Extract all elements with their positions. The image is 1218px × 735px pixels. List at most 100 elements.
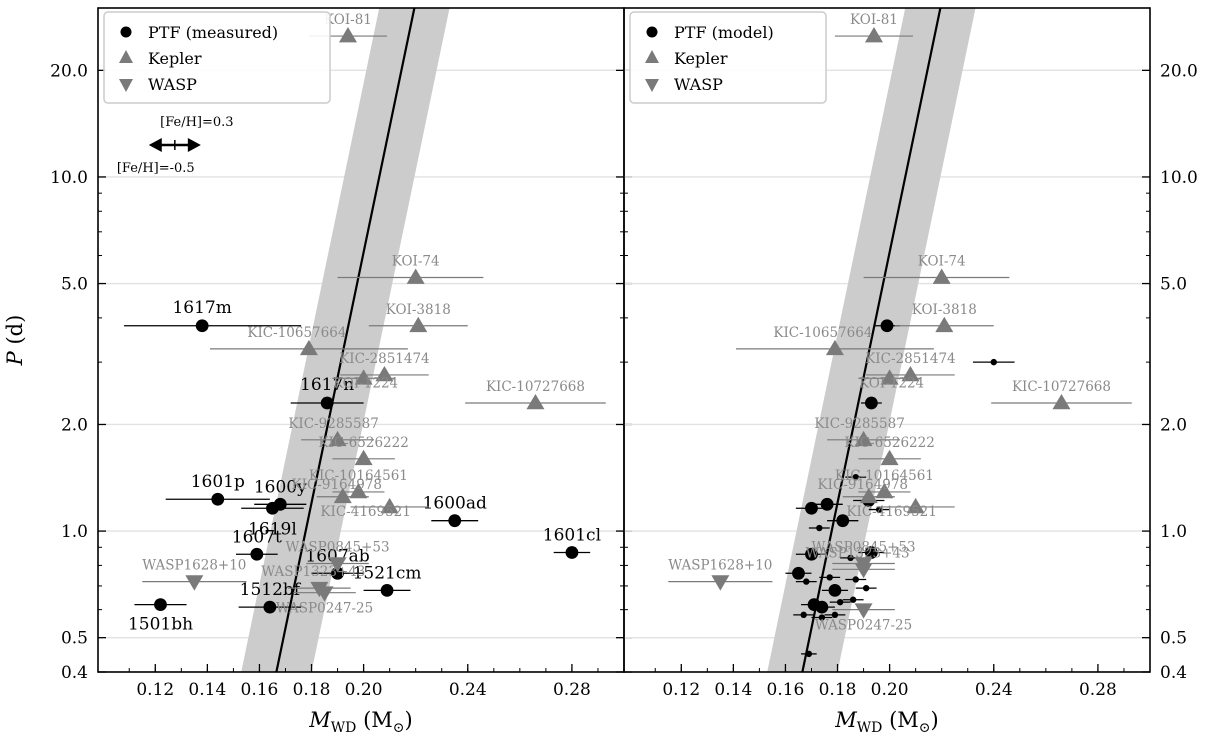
point-label: 1617n bbox=[300, 375, 354, 395]
legend-item: PTF (measured) bbox=[120, 23, 278, 42]
metallicity-arrow: [Fe/H]=0.3 [Fe/H]=-0.5 bbox=[117, 115, 234, 176]
triangle-up-marker bbox=[338, 27, 357, 43]
x-tick-label: 0.24 bbox=[449, 680, 487, 700]
data-point: KIC-10727668 bbox=[465, 379, 606, 410]
data-point: 1600ad bbox=[423, 494, 487, 528]
circle-marker bbox=[849, 596, 857, 603]
x-axis: 0.12 0.14 0.16 0.18 0.20 0.24 0.28 bbox=[654, 664, 1125, 700]
circle-marker bbox=[826, 574, 833, 581]
data-point bbox=[824, 611, 846, 619]
data-point: 1501bh bbox=[128, 598, 193, 635]
point-label: 1607t bbox=[232, 527, 282, 547]
legend-item: Kepler bbox=[645, 49, 728, 68]
circle-marker bbox=[565, 546, 579, 559]
y-axis: 0.4 0.5 1.0 2.0 5.0 10.0 20.0 bbox=[616, 61, 1198, 683]
arrow-label-bottom: [Fe/H]=-0.5 bbox=[117, 161, 195, 176]
triangle-up-marker bbox=[906, 497, 925, 514]
data-point: KIC-9164978 bbox=[818, 477, 908, 504]
circle-marker bbox=[990, 358, 997, 366]
data-point: KIC-10657664 bbox=[735, 325, 934, 356]
point-label: 1600ad bbox=[423, 494, 487, 514]
data-point: KIC-2851474 bbox=[339, 351, 430, 382]
legend: PTF (measured) Kepler WASP bbox=[103, 11, 331, 104]
circle-marker bbox=[195, 319, 209, 333]
data-point: KIC-9285587 bbox=[814, 416, 905, 447]
legend-box bbox=[629, 11, 827, 104]
data-point bbox=[858, 546, 885, 559]
y-axis-label: P (d) bbox=[3, 315, 27, 367]
legend-item: WASP bbox=[119, 75, 197, 94]
svg-text:MWD (M⊙): MWD (M⊙) bbox=[834, 708, 938, 735]
y-tick-label: 0.5 bbox=[1160, 629, 1187, 649]
triangle-up-marker bbox=[859, 487, 878, 504]
series-triangle-up: KOI-81 KOI-74 KOI-3818 KIC-10657664 KIC-2851… bbox=[209, 12, 606, 520]
triangle-up-marker bbox=[935, 316, 954, 333]
data-point: KIC-10657664 bbox=[209, 325, 408, 356]
data-point: WASP0247-25 bbox=[815, 603, 912, 634]
data-point bbox=[785, 566, 812, 580]
data-point bbox=[821, 583, 848, 597]
point-label: WASP0845+53 bbox=[285, 539, 389, 555]
circle-marker bbox=[818, 614, 826, 621]
plot-area: 1617m 1617n 1601p 1600y 1619l 1600ad 1601cl 160… bbox=[98, 8, 624, 672]
data-point: KIC-10164561 bbox=[309, 468, 408, 499]
point-label: KIC-10727668 bbox=[486, 379, 585, 395]
point-label: KIC-6526222 bbox=[844, 435, 934, 451]
left-panel: 1617m 1617n 1601p 1600y 1619l 1600ad 1601cl 160… bbox=[3, 7, 632, 735]
data-point: KOI-74 bbox=[337, 254, 484, 284]
point-label: 1512bf bbox=[240, 580, 302, 600]
point-label: KOI-81 bbox=[850, 12, 898, 28]
plot-frame bbox=[623, 7, 1151, 673]
point-label: WASP0247-25 bbox=[276, 601, 373, 617]
circle-marker bbox=[816, 524, 823, 532]
triangle-down-marker bbox=[185, 575, 204, 591]
x-tick-label: 0.24 bbox=[975, 680, 1013, 700]
x-tick-label: 0.14 bbox=[188, 680, 226, 700]
y-tick-label: 0.4 bbox=[61, 663, 88, 683]
data-point: WASP1628+10 bbox=[142, 558, 247, 591]
circle-marker bbox=[864, 396, 878, 410]
y-tick-label: 20.0 bbox=[1160, 61, 1198, 81]
point-label: WASP1628+10 bbox=[668, 558, 772, 574]
y-tick-label: 10.0 bbox=[1160, 168, 1198, 188]
data-point bbox=[795, 578, 817, 585]
circle-marker bbox=[154, 598, 167, 611]
point-label: KOI-74 bbox=[392, 254, 440, 270]
svg-text:MWD (M⊙): MWD (M⊙) bbox=[308, 708, 412, 735]
x-tick-label: 0.12 bbox=[662, 680, 700, 700]
point-label: WASP0247-25 bbox=[815, 618, 912, 634]
circle-marker bbox=[803, 578, 810, 585]
triangle-up-marker bbox=[333, 487, 352, 504]
point-label: KIC-2851474 bbox=[865, 351, 955, 367]
legend-triangle-down-marker bbox=[645, 79, 659, 92]
circle-marker bbox=[266, 501, 279, 515]
series-circle bbox=[785, 319, 1015, 658]
triangle-up-marker bbox=[854, 430, 873, 447]
circle-marker bbox=[862, 584, 870, 592]
legend-triangle-up-marker bbox=[645, 50, 659, 63]
circle-marker bbox=[250, 547, 264, 561]
series-circle: 1617m 1617n 1601p 1600y 1619l 1600ad 1601cl 160… bbox=[124, 298, 601, 635]
triangle-up-marker bbox=[406, 268, 425, 284]
x-tick-label: 0.16 bbox=[767, 680, 805, 700]
point-label: KIC-4169521 bbox=[320, 504, 410, 520]
legend-box bbox=[103, 11, 331, 104]
point-label: KOI-1224 bbox=[859, 375, 924, 391]
triangle-down-marker bbox=[328, 557, 347, 573]
triangle-up-marker bbox=[354, 449, 373, 466]
data-point: KOI-1224 bbox=[858, 369, 924, 391]
point-label: 1521cm bbox=[353, 563, 422, 583]
circle-marker bbox=[836, 514, 850, 528]
point-label: 1601cl bbox=[543, 525, 601, 545]
circle-marker bbox=[448, 514, 462, 528]
x-tick-label: 0.18 bbox=[293, 680, 331, 700]
data-point bbox=[842, 596, 864, 603]
data-point bbox=[801, 650, 817, 658]
triangle-up-marker bbox=[526, 393, 545, 410]
point-label: 1619l bbox=[248, 519, 297, 539]
triangle-up-marker bbox=[825, 339, 844, 356]
data-point: WASP1628+10 bbox=[668, 558, 773, 591]
data-point: 1521cm bbox=[353, 563, 422, 597]
circle-marker bbox=[820, 497, 834, 511]
data-point: WASP1323+43 bbox=[805, 545, 910, 579]
